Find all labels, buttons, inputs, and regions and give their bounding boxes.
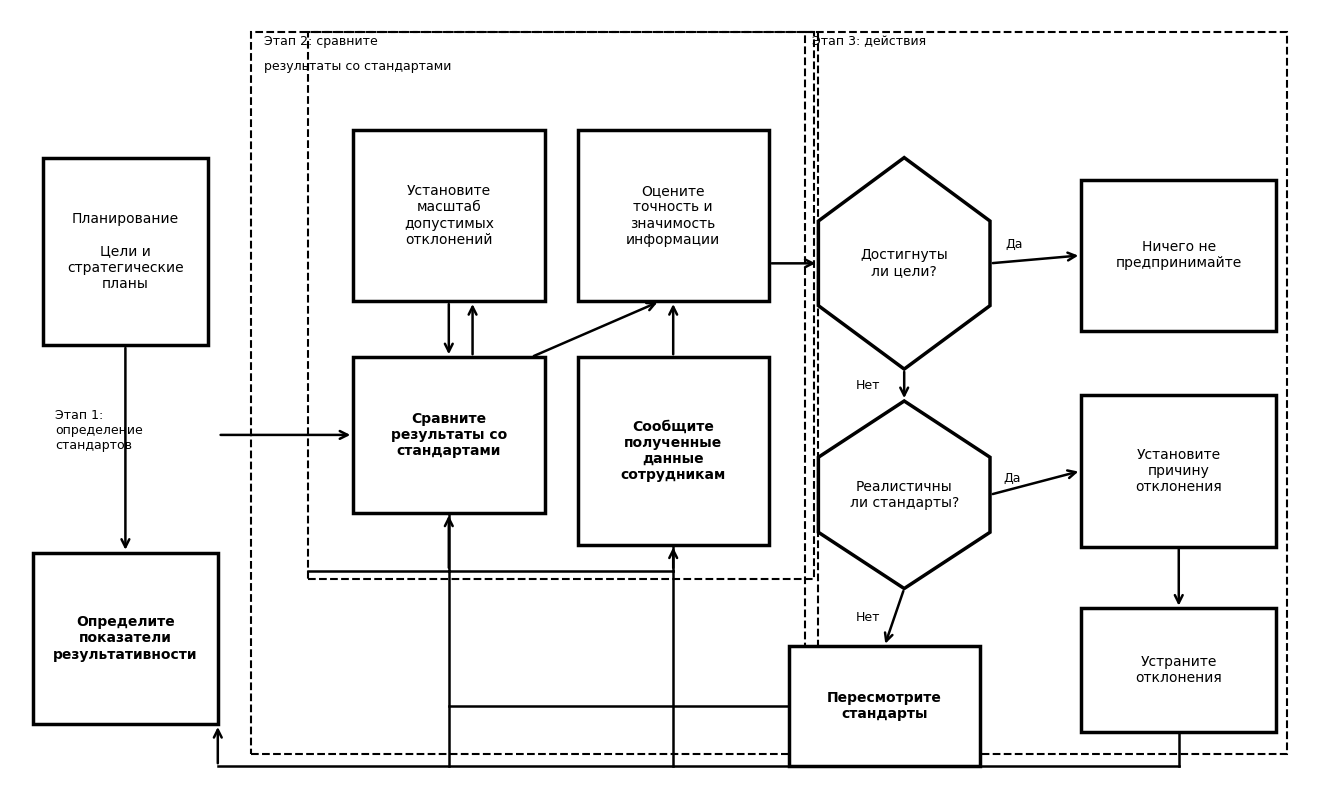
- Text: Сообщите
полученные
данные
сотрудникам: Сообщите полученные данные сотрудникам: [620, 420, 726, 482]
- Text: Этап 3: действия: Этап 3: действия: [812, 35, 925, 48]
- Text: Этап 2: сравните: Этап 2: сравните: [264, 35, 378, 48]
- FancyBboxPatch shape: [578, 130, 768, 302]
- Text: Достигнуты
ли цели?: Достигнуты ли цели?: [861, 248, 948, 279]
- FancyBboxPatch shape: [354, 358, 544, 513]
- Text: Устраните
отклонения: Устраните отклонения: [1135, 655, 1222, 685]
- Text: Установите
причину
отклонения: Установите причину отклонения: [1135, 448, 1222, 494]
- Text: Реалистичны
ли стандарты?: Реалистичны ли стандарты?: [850, 480, 958, 510]
- FancyBboxPatch shape: [33, 552, 218, 725]
- Polygon shape: [818, 401, 990, 589]
- Polygon shape: [818, 158, 990, 369]
- Text: Оцените
точность и
значимость
информации: Оцените точность и значимость информации: [626, 184, 721, 247]
- FancyBboxPatch shape: [1081, 395, 1276, 547]
- Text: Планирование

Цели и
стратегические
планы: Планирование Цели и стратегические планы: [67, 212, 183, 290]
- FancyBboxPatch shape: [789, 646, 979, 766]
- Text: Да: Да: [1006, 239, 1023, 251]
- FancyBboxPatch shape: [354, 130, 544, 302]
- Text: Нет: Нет: [855, 611, 880, 624]
- Text: Нет: Нет: [855, 378, 880, 392]
- Text: Установите
масштаб
допустимых
отклонений: Установите масштаб допустимых отклонений: [404, 184, 494, 247]
- Text: Пересмотрите
стандарты: Пересмотрите стандарты: [826, 691, 942, 721]
- Text: Сравните
результаты со
стандартами: Сравните результаты со стандартами: [391, 412, 507, 458]
- FancyBboxPatch shape: [1081, 180, 1276, 331]
- Text: Определите
показатели
результативности: Определите показатели результативности: [53, 615, 198, 662]
- Text: Да: Да: [1003, 472, 1020, 485]
- FancyBboxPatch shape: [578, 358, 768, 544]
- Text: Этап 1:
определение
стандартов: Этап 1: определение стандартов: [55, 409, 143, 452]
- FancyBboxPatch shape: [42, 157, 209, 345]
- Text: результаты со стандартами: результаты со стандартами: [264, 61, 451, 73]
- Text: Ничего не
предпринимайте: Ничего не предпринимайте: [1115, 240, 1242, 271]
- FancyBboxPatch shape: [1081, 609, 1276, 733]
